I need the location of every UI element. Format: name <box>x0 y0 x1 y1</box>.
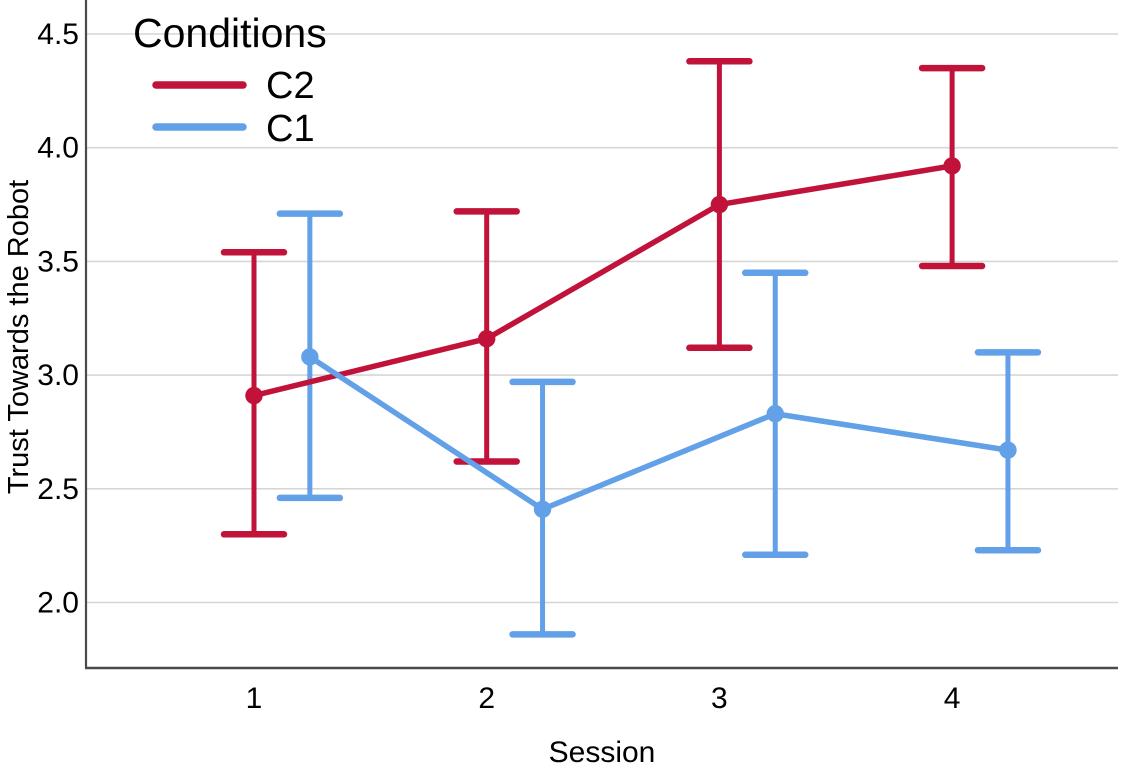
data-point-c1 <box>999 441 1017 459</box>
tick-labels: 2.0 2.5 3.0 3.5 4.0 4.5 1 2 3 4 <box>37 18 960 715</box>
y-tick-label: 3.0 <box>37 359 79 392</box>
x-axis-title: Session <box>549 736 656 767</box>
gridlines <box>86 33 1118 604</box>
y-tick-label: 2.0 <box>37 587 79 620</box>
data-point-c2 <box>943 157 961 175</box>
data-point-c2 <box>710 195 729 214</box>
y-tick-label: 2.5 <box>37 473 79 506</box>
legend-label-c2: C2 <box>266 65 315 107</box>
y-tick-label: 3.5 <box>37 245 79 278</box>
axes <box>84 0 1118 670</box>
x-tick-label: 3 <box>711 682 728 715</box>
y-tick-label: 4.0 <box>37 132 79 165</box>
y-axis-title: Trust Towards the Robot <box>3 180 35 494</box>
data-point-c1 <box>766 405 784 423</box>
markers <box>245 157 1017 518</box>
y-tick-label: 4.5 <box>37 18 79 51</box>
series-lines <box>251 163 1011 513</box>
x-tick-label: 2 <box>478 682 495 715</box>
data-point-c2 <box>478 330 496 348</box>
x-tick-label: 1 <box>246 682 263 715</box>
legend-label-c1: C1 <box>266 108 315 150</box>
data-point-c1 <box>533 500 552 518</box>
series-line-c2 <box>251 163 955 399</box>
x-tick-label: 4 <box>944 682 961 715</box>
axis-titles: Session Trust Towards the Robot <box>3 180 655 767</box>
legend-title: Conditions <box>133 10 327 56</box>
data-point-c2 <box>245 386 263 405</box>
series-line-c1 <box>307 354 1011 513</box>
data-point-c1 <box>301 348 319 366</box>
